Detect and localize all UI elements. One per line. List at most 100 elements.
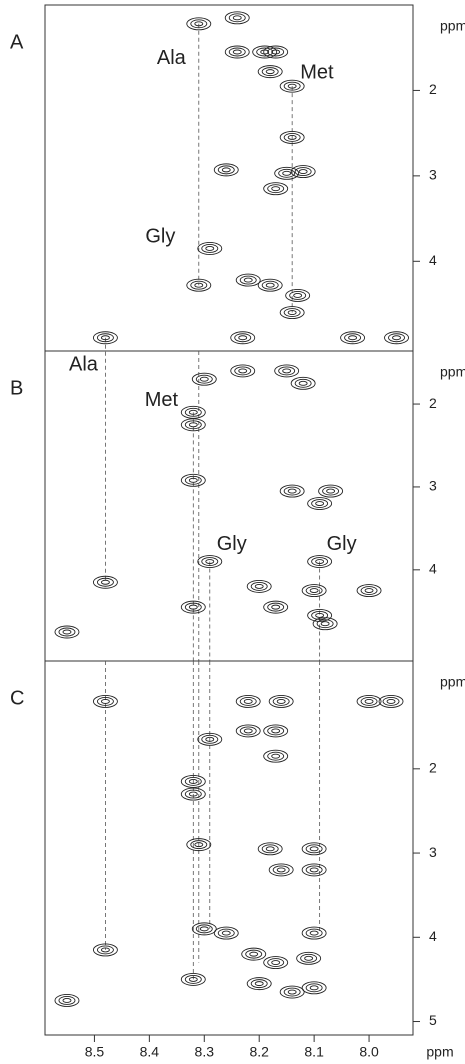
contour [309, 867, 319, 873]
contour [271, 728, 281, 734]
contour [360, 586, 378, 595]
peak [180, 600, 206, 614]
contour [235, 694, 261, 708]
contour [239, 696, 257, 706]
contour [307, 497, 333, 510]
x-tick-label: 8.0 [359, 1044, 379, 1060]
contour [246, 579, 272, 593]
peak [186, 278, 212, 292]
y-tick-label: 2 [429, 395, 437, 411]
contour [279, 306, 305, 320]
contour [287, 310, 297, 316]
contour [188, 976, 198, 982]
contour [243, 728, 253, 734]
contour [287, 488, 297, 494]
contour [184, 777, 202, 786]
contour [96, 945, 114, 955]
contour [257, 278, 283, 292]
contour [243, 698, 253, 704]
contour [194, 282, 204, 288]
contour [180, 473, 206, 487]
contour [378, 694, 404, 708]
contour [256, 47, 274, 57]
contour [252, 45, 278, 59]
contour [312, 617, 338, 631]
contour [261, 280, 279, 290]
peak [186, 838, 212, 852]
contour [263, 749, 289, 763]
contour [234, 366, 252, 376]
contour [290, 165, 316, 179]
peak [356, 694, 382, 708]
contour [221, 930, 231, 936]
contour [205, 559, 215, 564]
contour [322, 486, 340, 496]
panel-frame [44, 4, 414, 352]
peak [230, 364, 256, 378]
peak [92, 575, 118, 589]
contour [254, 583, 264, 589]
contour [257, 65, 283, 79]
contour [311, 557, 329, 566]
contour [282, 170, 292, 176]
y-tick-label: 2 [429, 760, 437, 776]
contour [188, 779, 198, 784]
contour [190, 280, 208, 290]
contour [205, 246, 215, 251]
peak [235, 273, 261, 287]
peak [279, 79, 305, 93]
contour [188, 409, 198, 415]
contour [254, 981, 264, 987]
peak [235, 724, 261, 738]
peak [301, 863, 327, 877]
contour [92, 331, 118, 345]
peak [180, 972, 206, 986]
contour [271, 753, 281, 759]
contour [199, 926, 209, 932]
annotation: Gly [327, 533, 357, 555]
contour [184, 602, 202, 612]
contour [201, 734, 219, 744]
contour [230, 331, 256, 345]
annotation: Gly [145, 226, 175, 248]
contour [261, 844, 279, 854]
y-axis-label: ppm [440, 364, 465, 380]
x-tick-label: 8.5 [85, 1044, 105, 1060]
peak [252, 45, 278, 59]
contour [188, 422, 198, 428]
peak [307, 608, 333, 622]
contour [309, 846, 319, 852]
peak [54, 625, 80, 639]
peak [378, 694, 404, 708]
peak [263, 956, 289, 970]
y-tick-label: 2 [429, 81, 437, 97]
contour [271, 604, 281, 610]
peak [274, 364, 300, 378]
contour [282, 368, 292, 374]
contour [364, 698, 374, 704]
contour [301, 863, 327, 877]
x-tick-label: 8.3 [195, 1044, 215, 1060]
panel-label: B [10, 377, 23, 399]
x-tick-label: 8.2 [249, 1044, 269, 1060]
contour [311, 610, 329, 620]
contour [92, 943, 118, 957]
contour [274, 364, 300, 378]
contour [54, 994, 80, 1007]
peak [279, 484, 305, 498]
contour [96, 696, 114, 706]
contour [278, 168, 296, 178]
contour [384, 331, 409, 345]
contour [298, 169, 308, 175]
contour [186, 278, 212, 292]
contour [268, 694, 294, 708]
contour [283, 308, 301, 318]
contour [184, 475, 202, 485]
contour [278, 366, 296, 376]
contour [298, 380, 308, 386]
contour [305, 586, 323, 595]
contour [62, 629, 72, 635]
peak [263, 600, 289, 614]
contour [228, 13, 246, 23]
